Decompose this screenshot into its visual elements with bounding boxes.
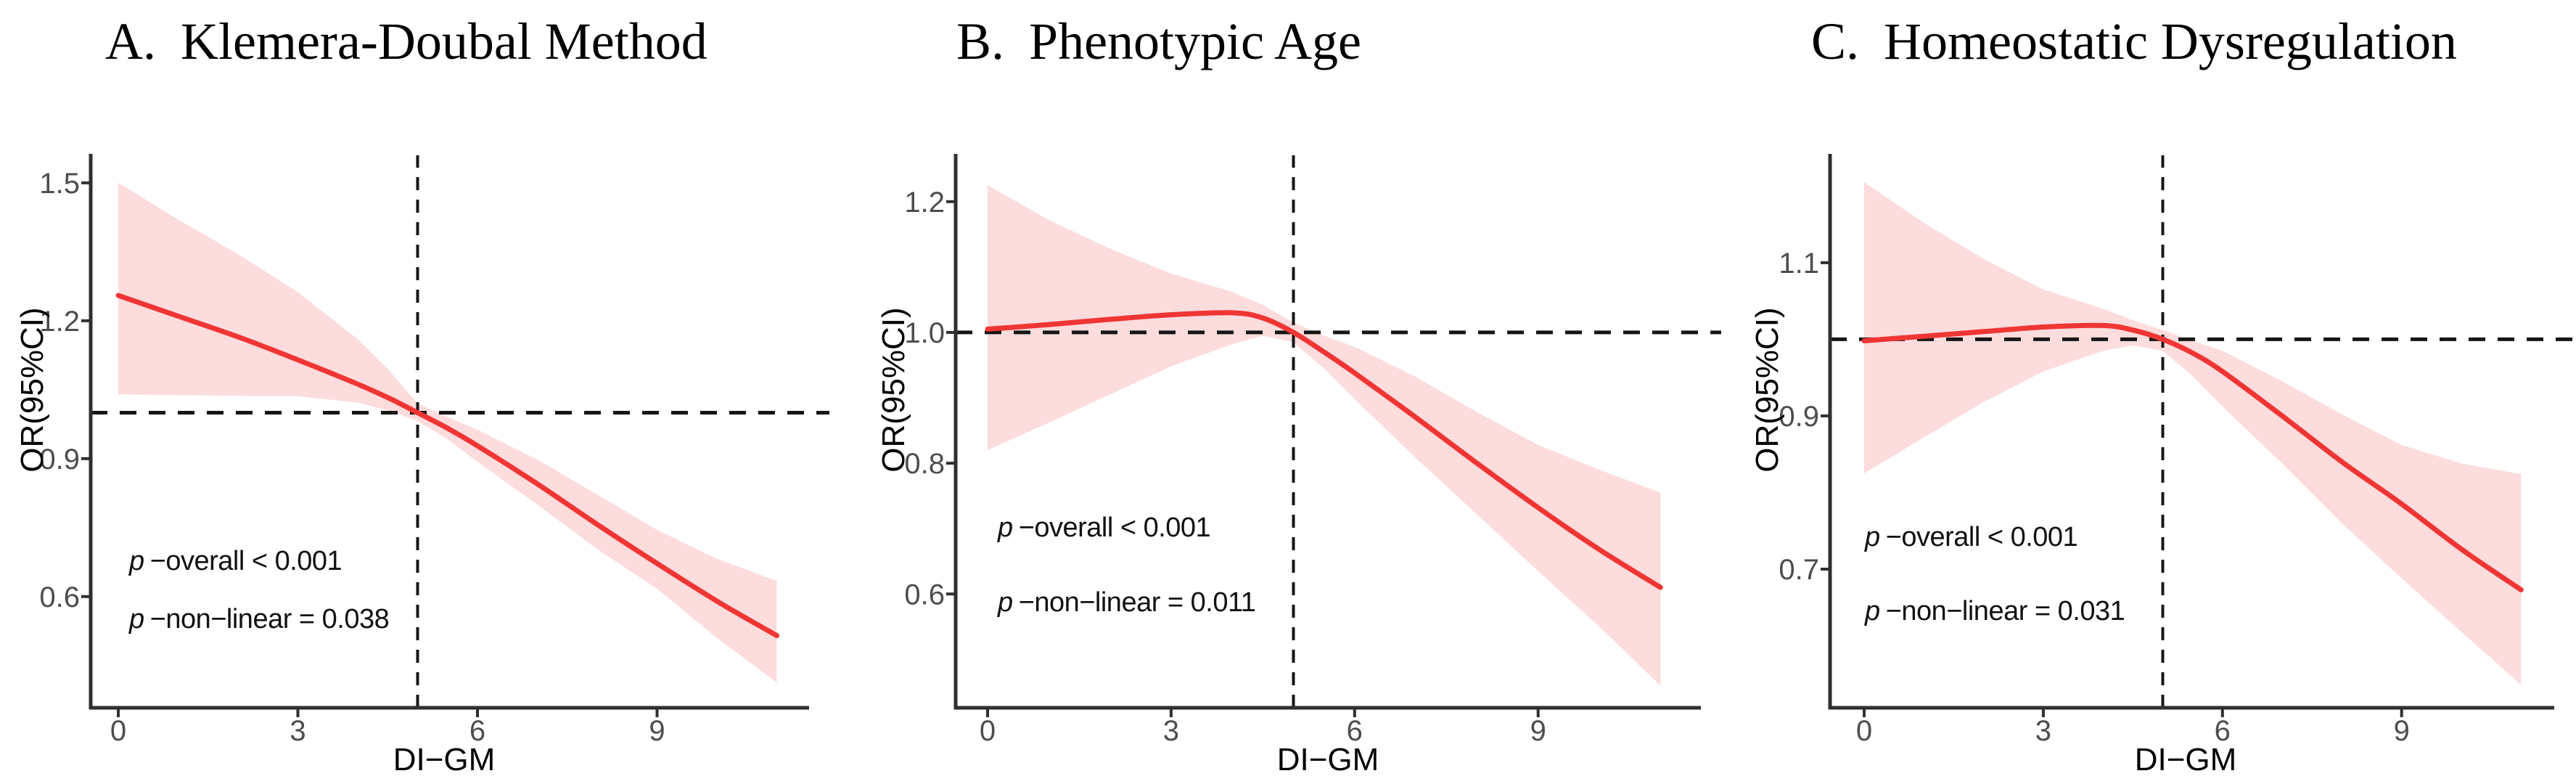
or-curve xyxy=(985,310,1663,590)
or-curve xyxy=(1861,322,2524,592)
panel-c-p-nonlinear-annotation: p −non−linear = 0.031 xyxy=(1865,596,2125,627)
p-nonlinear-text: −non−linear = 0.031 xyxy=(1885,596,2125,626)
y-tick-label: 0.9 xyxy=(1779,401,1819,433)
panel-a-p-nonlinear-annotation: p −non−linear = 0.038 xyxy=(129,604,390,635)
p-symbol: p xyxy=(129,604,144,634)
y-tick-label: 0.8 xyxy=(904,448,945,480)
panel-a-plot: 0.6 0.9 1.2 1.5 0 3 6 9 xyxy=(39,154,829,747)
y-tick-label: 0.6 xyxy=(39,581,80,613)
panel-b-title: B. Phenotypic Age xyxy=(956,12,1361,72)
ci-band xyxy=(118,182,777,683)
x-tick-label: 6 xyxy=(2215,715,2231,747)
panel-c-title-text: Homeostatic Dysregulation xyxy=(1884,12,2457,70)
panel-b-p-overall-annotation: p −overall < 0.001 xyxy=(998,513,1211,544)
or-curve xyxy=(115,293,779,639)
x-tick-label: 9 xyxy=(649,715,665,747)
panel-c-x-axis-label: DI−GM xyxy=(2134,742,2237,777)
p-overall-text: −overall < 0.001 xyxy=(1018,513,1211,543)
y-tick-label: 1.0 xyxy=(904,317,945,349)
panel-b-title-text: Phenotypic Age xyxy=(1029,12,1361,70)
ci-band xyxy=(1864,182,2522,685)
x-tick-label: 0 xyxy=(110,715,126,747)
p-nonlinear-text: −non−linear = 0.011 xyxy=(1018,587,1256,618)
p-symbol: p xyxy=(129,546,144,576)
panel-c-label: C. xyxy=(1811,12,1860,70)
p-symbol: p xyxy=(998,587,1013,618)
x-tick-label: 3 xyxy=(2035,715,2051,747)
panel-a-p-overall-annotation: p −overall < 0.001 xyxy=(129,546,342,577)
p-nonlinear-text: −non−linear = 0.038 xyxy=(149,604,390,634)
panel-b-y-axis-label: OR(95%CI) xyxy=(876,307,911,473)
panel-c-plot: 0.7 0.9 1.1 0 3 6 9 xyxy=(1779,154,2575,747)
x-tick-label: 0 xyxy=(980,715,996,747)
panel-a-title-text: Klemera-Doubal Method xyxy=(181,12,707,70)
panel-b-label: B. xyxy=(956,12,1005,70)
y-tick-label: 1.5 xyxy=(39,168,80,200)
panel-a-x-axis-label: DI−GM xyxy=(393,742,496,777)
x-tick-label: 0 xyxy=(1856,715,1872,747)
y-tick-label: 0.6 xyxy=(904,579,945,611)
panel-a-title: A. Klemera-Doubal Method xyxy=(105,12,707,72)
x-tick-label: 6 xyxy=(1347,715,1363,747)
panel-b-p-nonlinear-annotation: p −non−linear = 0.011 xyxy=(998,587,1256,618)
y-tick-label: 1.2 xyxy=(39,306,80,338)
panel-c-p-overall-annotation: p −overall < 0.001 xyxy=(1865,522,2078,553)
x-tick-label: 3 xyxy=(1163,715,1179,747)
panel-c-y-axis-label: OR(95%CI) xyxy=(1750,307,1785,473)
ci-band xyxy=(988,185,1661,686)
y-tick-label: 0.9 xyxy=(39,444,80,475)
p-symbol: p xyxy=(1865,522,1880,552)
x-tick-label: 6 xyxy=(469,715,485,747)
x-tick-label: 9 xyxy=(1530,715,1546,747)
p-symbol: p xyxy=(1865,596,1880,626)
y-tick-label: 1.1 xyxy=(1779,248,1819,279)
panel-b-x-axis-label: DI−GM xyxy=(1276,742,1379,777)
p-overall-text: −overall < 0.001 xyxy=(1885,522,2078,552)
p-symbol: p xyxy=(998,513,1013,543)
x-tick-label: 3 xyxy=(290,715,305,747)
panel-c-title: C. Homeostatic Dysregulation xyxy=(1811,12,2457,72)
panel-a-label: A. xyxy=(105,12,156,70)
x-tick-label: 9 xyxy=(2394,715,2410,747)
y-tick-label: 0.7 xyxy=(1779,554,1819,586)
p-overall-text: −overall < 0.001 xyxy=(149,546,342,576)
y-tick-label: 1.2 xyxy=(904,187,945,219)
panel-b-plot: 0.6 0.8 1.0 1.2 0 3 6 9 xyxy=(904,154,1721,747)
panel-a-y-axis-label: OR(95%CI) xyxy=(15,307,50,473)
